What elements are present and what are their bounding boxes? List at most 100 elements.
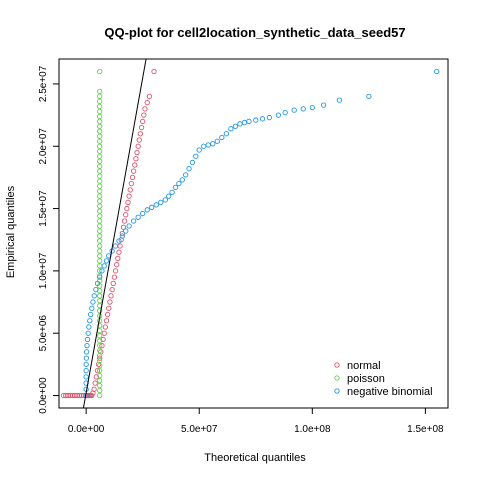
data-point	[97, 377, 103, 384]
y-tick-label: 1.0e+07	[38, 252, 49, 289]
data-point	[97, 93, 103, 100]
data-point	[179, 177, 185, 183]
data-point	[97, 357, 103, 364]
data-point	[149, 204, 155, 210]
data-point	[97, 68, 103, 75]
data-point	[89, 392, 95, 399]
data-point	[186, 166, 192, 172]
data-point	[133, 156, 139, 162]
data-point	[97, 138, 103, 144]
data-point	[201, 143, 207, 149]
data-point	[158, 199, 164, 205]
data-point	[320, 102, 327, 108]
data-point	[172, 184, 179, 191]
data-point	[97, 243, 103, 249]
data-point	[100, 336, 106, 343]
data-point	[137, 131, 144, 137]
legend-marker	[334, 362, 340, 368]
x-axis-label: Theoretical quantiles	[204, 452, 306, 464]
series-normal	[60, 68, 157, 399]
data-point	[169, 189, 175, 196]
data-point	[115, 255, 121, 262]
data-point	[97, 133, 103, 139]
data-point	[123, 228, 129, 234]
data-point	[97, 148, 103, 154]
data-point	[87, 318, 93, 324]
data-point	[112, 243, 119, 249]
data-point	[291, 107, 297, 113]
data-point	[259, 116, 266, 122]
series-poisson	[97, 68, 103, 399]
data-point	[124, 205, 130, 212]
data-point	[91, 386, 97, 392]
y-tick-label: 1.5e+07	[38, 190, 49, 227]
data-point	[97, 268, 103, 274]
data-point	[162, 197, 168, 203]
data-point	[97, 263, 103, 269]
data-point	[228, 126, 234, 132]
chart-title: QQ-plot for cell2location_synthetic_data…	[104, 25, 405, 40]
legend-label: negative binomial	[347, 386, 433, 398]
data-point	[117, 243, 123, 249]
data-point	[116, 238, 122, 244]
data-point	[141, 112, 147, 118]
series-negative-binomial	[83, 68, 440, 399]
data-point	[97, 123, 103, 129]
data-point	[97, 355, 103, 361]
data-point	[237, 121, 243, 127]
data-point	[97, 108, 103, 115]
data-point	[140, 210, 146, 217]
data-point	[97, 362, 103, 369]
data-point	[282, 109, 288, 116]
legend-marker	[334, 388, 340, 394]
data-point	[93, 374, 99, 380]
data-point	[196, 147, 202, 153]
data-point	[97, 348, 103, 354]
y-tick-label: 0.0e+00	[38, 377, 49, 414]
data-point	[83, 374, 89, 380]
data-point	[92, 380, 98, 386]
data-point	[103, 258, 110, 264]
data-point	[223, 131, 230, 137]
data-point	[309, 104, 315, 111]
data-point	[97, 178, 103, 184]
data-point	[97, 338, 103, 344]
data-point	[97, 103, 103, 110]
data-point	[103, 318, 110, 324]
y-tick-label: 5.0e+06	[38, 315, 49, 352]
data-point	[434, 68, 440, 75]
data-point	[114, 262, 120, 268]
data-point	[97, 343, 103, 349]
data-point	[97, 392, 103, 399]
data-point	[107, 299, 113, 305]
data-point	[176, 180, 182, 187]
data-point	[241, 119, 248, 126]
x-tick-label: 0.0e+00	[68, 424, 105, 435]
data-point	[130, 168, 137, 174]
data-point	[94, 280, 101, 287]
x-tick-label: 1.0e+08	[294, 424, 331, 435]
data-point	[97, 228, 103, 234]
data-point	[366, 93, 372, 100]
x-tick-label: 5.0e+07	[181, 424, 218, 435]
data-point	[116, 249, 122, 255]
y-tick-label: 2.5e+07	[38, 65, 49, 102]
data-point	[99, 343, 105, 349]
data-point	[135, 214, 141, 220]
plot-area	[58, 58, 449, 409]
data-point	[97, 113, 103, 119]
data-point	[166, 193, 172, 199]
data-point	[84, 336, 91, 343]
data-point	[97, 168, 103, 174]
data-point	[97, 328, 103, 334]
data-point	[91, 293, 97, 299]
data-point	[97, 238, 103, 244]
data-point	[83, 361, 89, 368]
data-point	[232, 123, 239, 129]
data-point	[140, 118, 146, 124]
data-point	[135, 143, 141, 149]
data-point	[84, 343, 90, 349]
data-point	[97, 387, 103, 394]
data-point	[97, 298, 103, 304]
